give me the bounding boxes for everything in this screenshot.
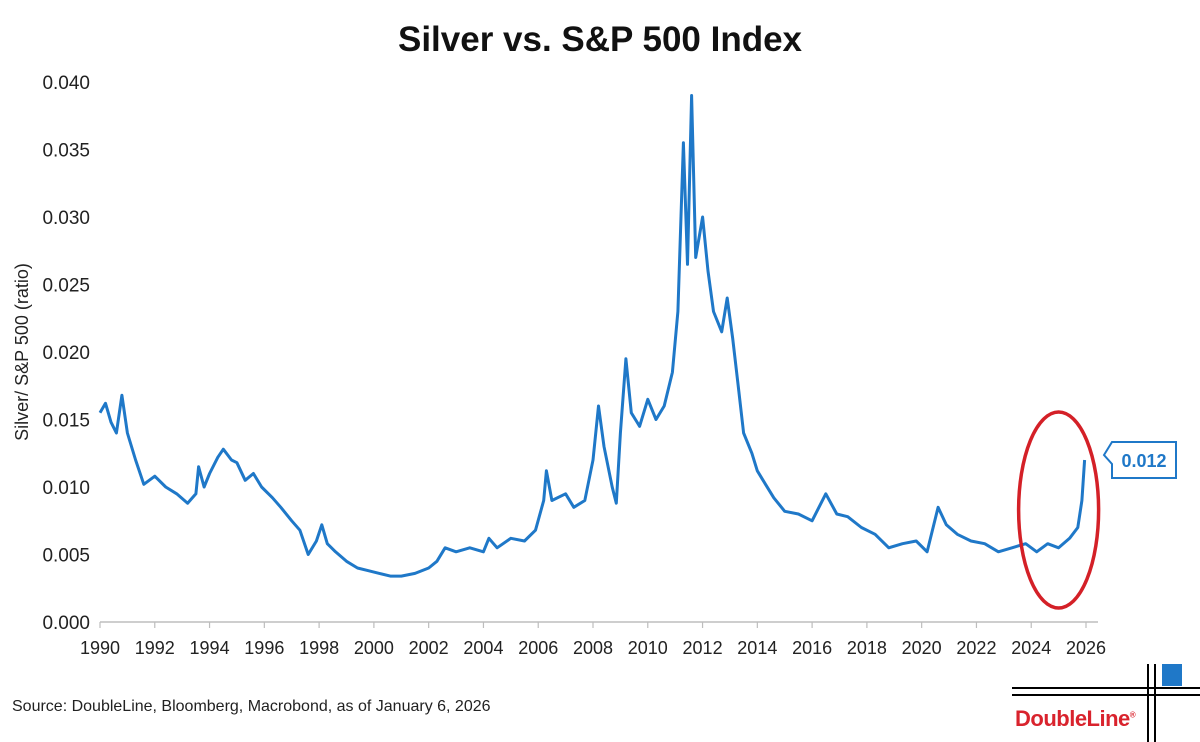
y-tick-label: 0.035 [42,141,90,162]
y-tick-label: 0.030 [42,208,90,229]
x-tick-label: 1994 [190,638,230,658]
y-tick-label: 0.005 [42,546,90,567]
y-tick-label: 0.000 [42,613,90,634]
value-callout-box [1102,441,1177,479]
x-tick-label: 2020 [902,638,942,658]
value-callout-label: 0.012 [1121,451,1166,471]
x-tick-label: 2004 [463,638,503,658]
x-tick-label: 2010 [628,638,668,658]
x-tick-label: 2018 [847,638,887,658]
x-tick-label: 1990 [80,638,120,658]
series-line [98,94,1087,578]
x-tick-label: 2024 [1011,638,1051,658]
x-tick-label: 2022 [956,638,996,658]
x-tick-label: 1992 [135,638,175,658]
x-tick-label: 2012 [683,638,723,658]
x-tick-label: 2006 [518,638,558,658]
x-tick-label: 2000 [354,638,394,658]
y-tick-label: 0.025 [42,276,90,297]
x-tick-label: 2002 [409,638,449,658]
x-tick-label: 1998 [299,638,339,658]
y-tick-label: 0.020 [42,343,90,364]
y-tick-label: 0.040 [42,73,90,94]
x-tick-label: 1996 [244,638,284,658]
y-axis-label: Silver/ S&P 500 (ratio) [12,263,32,441]
y-tick-label: 0.010 [42,478,90,499]
x-tick-label: 2008 [573,638,613,658]
chart-title: Silver vs. S&P 500 Index [397,20,803,59]
doubleline-logo-text: DoubleLine® [1015,706,1136,731]
source-note: Source: DoubleLine, Bloomberg, Macrobond… [12,698,491,715]
x-tick-label: 2026 [1066,638,1106,658]
x-tick-label: 2016 [792,638,832,658]
highlight-ellipse [1016,410,1101,610]
y-tick-label: 0.015 [42,411,90,432]
x-tick-label: 2014 [737,638,777,658]
